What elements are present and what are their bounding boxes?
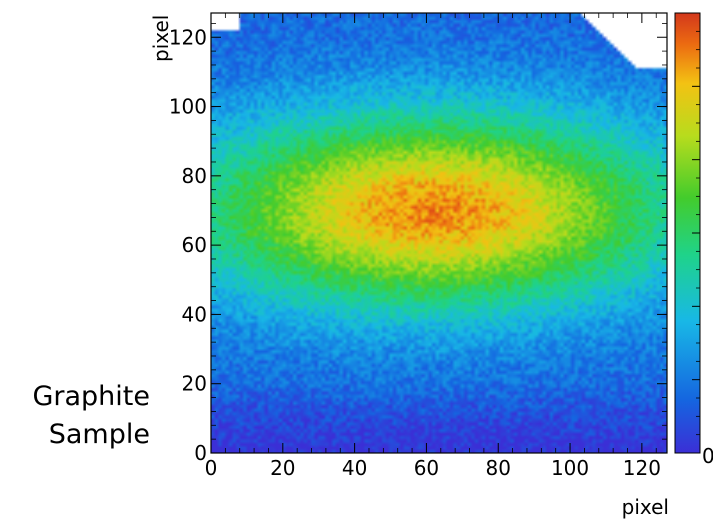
y-tick-label: 40: [182, 302, 207, 326]
x-axis-title: pixel: [622, 495, 669, 519]
sample-label-line1: Graphite: [32, 381, 150, 412]
x-tick-label: 100: [551, 456, 589, 480]
heatmap-image: [211, 13, 667, 453]
sample-label-line2: Sample: [48, 419, 150, 450]
x-tick-label: 120: [623, 456, 661, 480]
plot-frame: [210, 12, 668, 454]
y-tick-label: 20: [182, 372, 207, 396]
x-tick-label: 80: [486, 456, 511, 480]
y-tick-label: 0: [194, 441, 207, 465]
y-tick-label: 120: [169, 25, 207, 49]
sample-label: Graphite Sample: [0, 378, 150, 454]
y-tick-label: 80: [182, 164, 207, 188]
colorbar-min-label: 0: [702, 444, 713, 468]
y-tick-label: 100: [169, 95, 207, 119]
axis-ticks: 0 20 40 60 80 100 120 0 20 40 60 80 100 120: [169, 13, 667, 480]
y-axis-title: pixel: [149, 15, 173, 62]
x-tick-label: 40: [342, 456, 367, 480]
y-tick-label: 60: [182, 233, 207, 257]
x-tick-label: 20: [270, 456, 295, 480]
x-tick-label: 60: [414, 456, 439, 480]
colorbar-ticks: [692, 12, 700, 454]
x-tick-label: 0: [205, 456, 218, 480]
